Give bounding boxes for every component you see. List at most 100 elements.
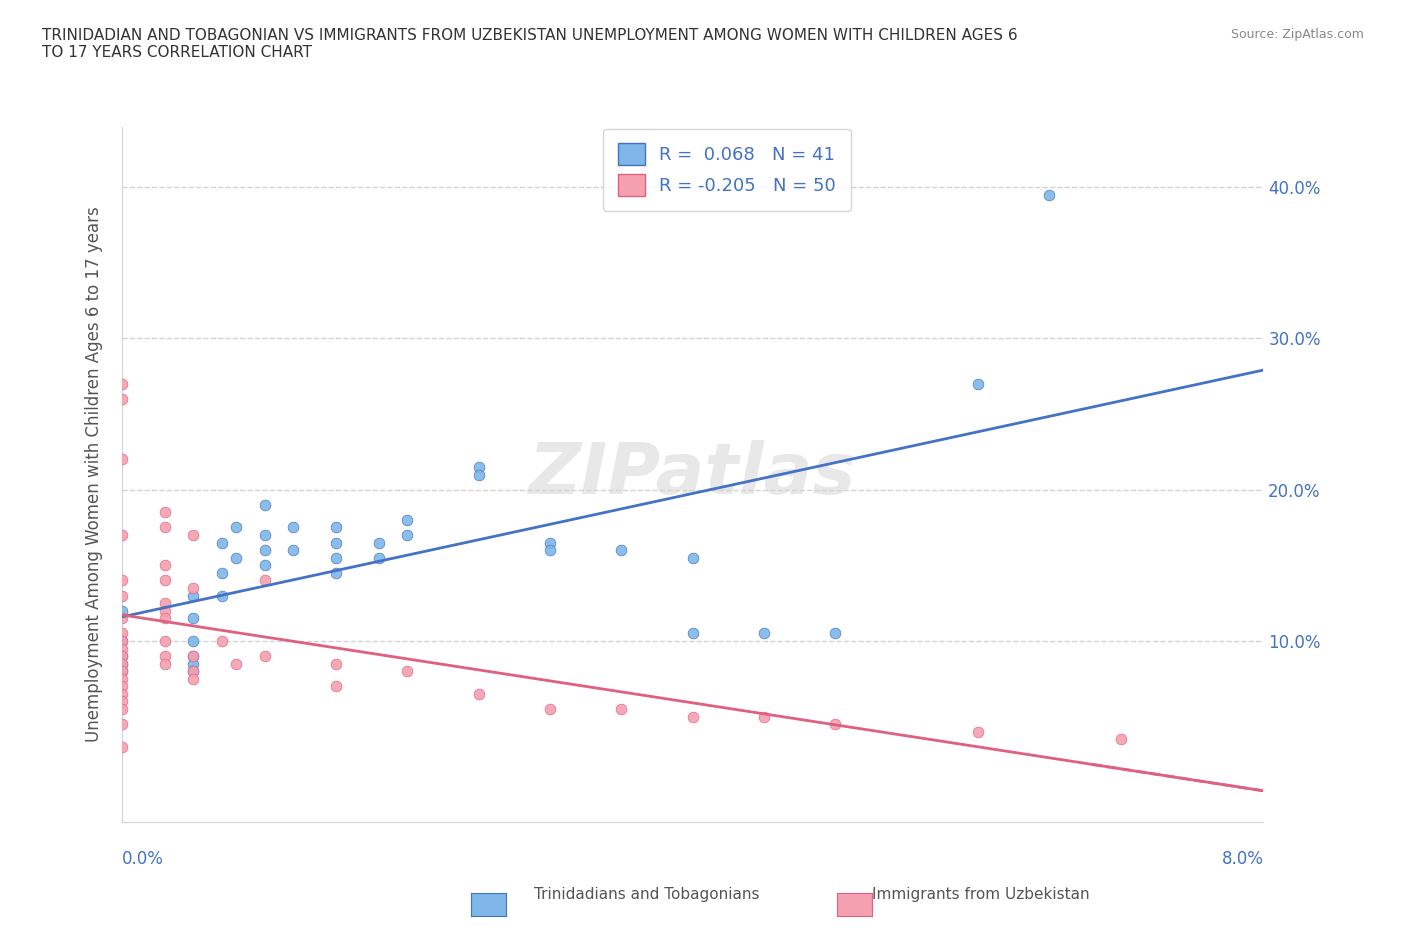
Point [111,739,134,754]
Point [211,633,233,648]
Point [111,671,134,686]
Point [111,527,134,542]
Text: TRINIDADIAN AND TOBAGONIAN VS IMMIGRANTS FROM UZBEKISTAN UNEMPLOYMENT AMONG WOME: TRINIDADIAN AND TOBAGONIAN VS IMMIGRANTS… [42,28,1018,60]
Point [325,657,347,671]
Point [111,648,134,663]
Point [1038,187,1060,202]
Point [183,648,205,663]
Point [325,551,347,565]
Point [538,701,561,716]
Point [253,498,276,512]
Point [111,686,134,701]
Point [111,604,134,618]
Point [111,717,134,732]
Point [183,633,205,648]
Point [752,710,775,724]
Point [153,633,176,648]
Point [325,520,347,535]
Point [183,527,205,542]
Point [253,573,276,588]
Point [111,664,134,679]
Point [183,588,205,603]
Point [824,626,846,641]
Point [183,671,205,686]
Point [752,626,775,641]
Point [111,657,134,671]
Point [183,580,205,595]
Point [253,648,276,663]
Point [211,535,233,550]
Point [467,686,489,701]
Point [153,604,176,618]
Point [183,664,205,679]
Point [824,717,846,732]
Point [325,565,347,580]
Point [396,512,419,527]
Point [225,520,247,535]
Text: ZIPatlas: ZIPatlas [529,440,856,509]
Point [111,664,134,679]
Point [111,588,134,603]
Point [1109,732,1132,747]
Point [111,657,134,671]
Point [153,648,176,663]
Point [467,459,489,474]
Point [396,664,419,679]
Point [111,626,134,641]
Point [253,558,276,573]
Text: Trinidadians and Tobagonians: Trinidadians and Tobagonians [534,887,759,902]
Point [153,505,176,520]
Point [111,392,134,406]
Point [111,633,134,648]
Point [283,520,305,535]
Point [111,679,134,694]
Y-axis label: Unemployment Among Women with Children Ages 6 to 17 years: Unemployment Among Women with Children A… [86,206,103,742]
Point [467,467,489,482]
Point [111,641,134,656]
Point [396,527,419,542]
Point [682,551,704,565]
Legend: R =  0.068   N = 41, R = -0.205   N = 50: R = 0.068 N = 41, R = -0.205 N = 50 [603,128,851,210]
Point [253,543,276,558]
Point [153,558,176,573]
Point [183,611,205,626]
Text: 0.0%: 0.0% [122,850,165,868]
Point [111,701,134,716]
Point [325,679,347,694]
Point [610,701,633,716]
Point [183,664,205,679]
Point [538,535,561,550]
Text: Source: ZipAtlas.com: Source: ZipAtlas.com [1230,28,1364,41]
Point [682,626,704,641]
Point [153,573,176,588]
Point [111,377,134,392]
Point [967,377,990,392]
Point [153,657,176,671]
Point [111,648,134,663]
Point [111,573,134,588]
Point [538,543,561,558]
Point [211,588,233,603]
Point [153,520,176,535]
Point [283,543,305,558]
Point [325,535,347,550]
Text: Immigrants from Uzbekistan: Immigrants from Uzbekistan [872,887,1090,902]
Point [211,565,233,580]
Text: 8.0%: 8.0% [1222,850,1264,868]
Point [367,535,389,550]
Point [610,543,633,558]
Point [153,596,176,611]
Point [111,611,134,626]
Point [225,551,247,565]
Point [111,694,134,709]
Point [153,611,176,626]
Point [183,657,205,671]
Point [253,527,276,542]
Point [682,710,704,724]
Point [225,657,247,671]
Point [111,633,134,648]
Point [183,648,205,663]
Point [967,724,990,739]
Point [111,452,134,467]
Point [367,551,389,565]
